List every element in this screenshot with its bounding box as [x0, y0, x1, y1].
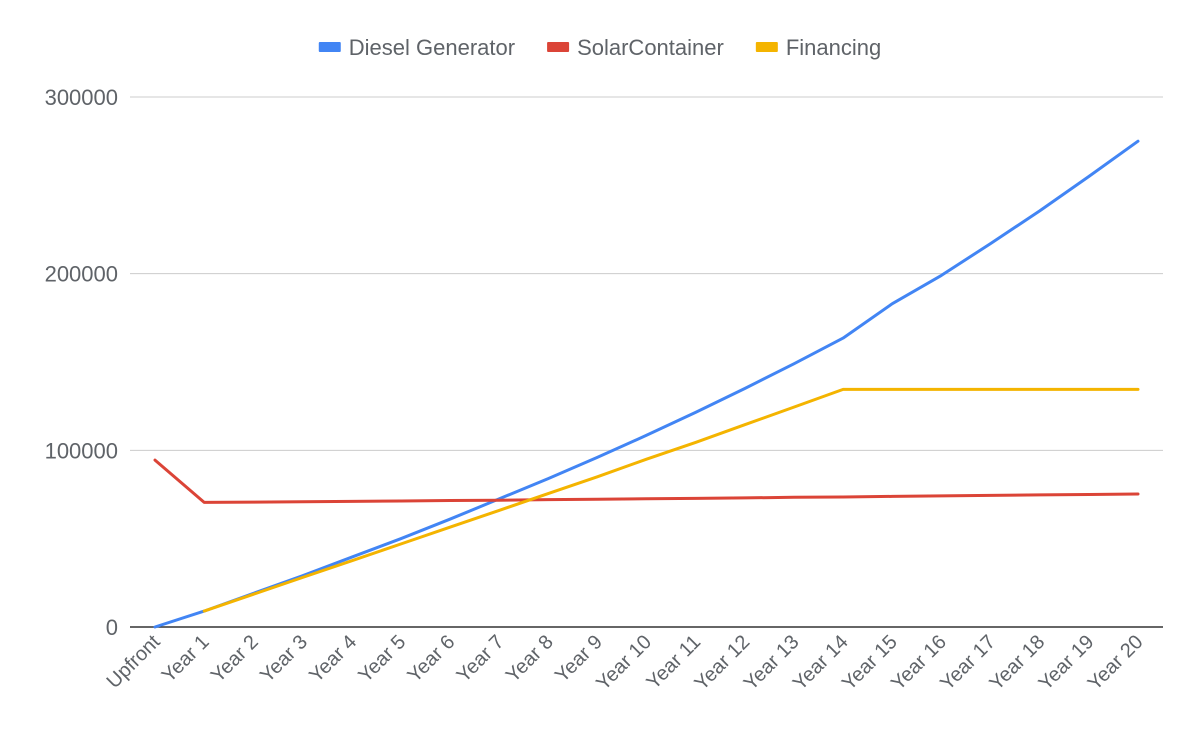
legend-item-solarcontainer: SolarContainer — [547, 35, 724, 60]
legend-item-diesel-generator: Diesel Generator — [318, 35, 515, 60]
series-line-financing — [202, 387, 1140, 613]
legend-label: Diesel Generator — [349, 35, 515, 60]
series-line-solarcontainer — [153, 458, 1140, 504]
x-tick-label: Year 8 — [502, 631, 558, 687]
x-tick-label: Year 5 — [354, 631, 410, 687]
legend: Diesel Generator SolarContainer Financing — [318, 35, 881, 60]
legend-swatch — [318, 42, 341, 52]
legend-label: SolarContainer — [577, 35, 724, 60]
legend-item-financing: Financing — [755, 35, 881, 60]
series-line-diesel-generator — [153, 139, 1140, 629]
x-tick-label: Year 6 — [404, 631, 460, 687]
y-tick-label: 100000 — [45, 438, 118, 463]
y-tick-label: 0 — [106, 615, 118, 640]
y-axis: 0 100000 200000 300000 — [45, 85, 118, 640]
legend-label: Financing — [786, 35, 881, 60]
x-tick-label: Year 2 — [207, 631, 263, 687]
x-tick-label: Year 20 — [1084, 631, 1148, 695]
x-tick-label: Year 4 — [305, 631, 361, 687]
y-tick-label: 200000 — [45, 262, 118, 287]
gridlines — [130, 96, 1163, 451]
x-tick-label: Year 7 — [453, 631, 509, 687]
series-lines — [153, 139, 1140, 629]
legend-swatch — [547, 42, 570, 52]
x-tick-label: Year 10 — [592, 631, 656, 695]
y-tick-label: 300000 — [45, 85, 118, 110]
x-tick-label: Year 3 — [256, 631, 312, 687]
x-tick-label: Year 1 — [158, 631, 214, 687]
x-tick-label: Upfront — [103, 631, 165, 693]
legend-swatch — [755, 42, 778, 52]
